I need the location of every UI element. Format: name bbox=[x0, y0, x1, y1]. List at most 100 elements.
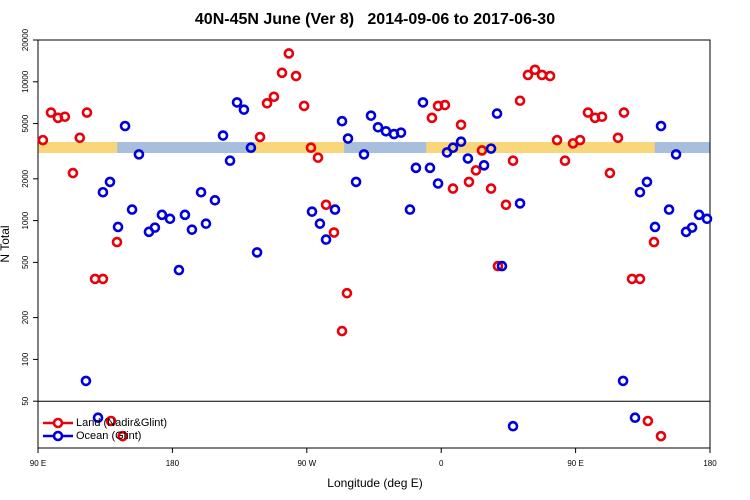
point bbox=[112, 221, 124, 233]
point bbox=[59, 111, 71, 123]
y-tick-label: 200 bbox=[21, 310, 30, 324]
ocean-band bbox=[38, 142, 710, 153]
point bbox=[485, 183, 497, 194]
point bbox=[74, 132, 86, 144]
land-band bbox=[38, 142, 118, 153]
point bbox=[306, 206, 318, 217]
point bbox=[648, 236, 660, 248]
point bbox=[97, 186, 109, 198]
point bbox=[179, 209, 191, 221]
point bbox=[358, 149, 370, 160]
point bbox=[314, 218, 326, 229]
point bbox=[209, 195, 221, 206]
point bbox=[268, 91, 280, 103]
point bbox=[642, 415, 654, 427]
point bbox=[693, 209, 705, 221]
legend-marker bbox=[52, 430, 64, 442]
point bbox=[372, 122, 384, 133]
point bbox=[617, 375, 629, 387]
point bbox=[447, 142, 459, 154]
point bbox=[641, 176, 653, 188]
y-tick-label: 100 bbox=[21, 352, 30, 366]
point bbox=[104, 176, 116, 188]
y-tick-label: 50 bbox=[21, 396, 30, 405]
point bbox=[329, 204, 341, 215]
point bbox=[544, 70, 556, 82]
point bbox=[507, 155, 519, 167]
y-tick-label: 500 bbox=[21, 255, 30, 269]
point bbox=[341, 287, 353, 299]
point bbox=[485, 143, 497, 154]
point bbox=[186, 224, 198, 235]
point bbox=[336, 325, 348, 337]
point bbox=[350, 176, 362, 188]
land-band bbox=[426, 142, 655, 153]
point bbox=[298, 100, 310, 112]
point bbox=[655, 120, 667, 132]
point bbox=[245, 142, 257, 154]
point bbox=[200, 218, 212, 229]
point bbox=[618, 107, 630, 118]
point bbox=[81, 107, 93, 118]
point bbox=[305, 142, 317, 154]
chart-title: 40N-45N June (Ver 8) 2014-09-06 to 2017-… bbox=[195, 11, 555, 28]
point bbox=[551, 134, 563, 146]
point bbox=[283, 48, 295, 59]
point bbox=[238, 104, 250, 115]
x-tick-label: 180 bbox=[703, 459, 717, 468]
x-tick-label: 90 E bbox=[30, 459, 46, 468]
point bbox=[119, 120, 131, 132]
point bbox=[426, 112, 438, 124]
point bbox=[410, 162, 422, 174]
point bbox=[634, 186, 646, 198]
point bbox=[97, 273, 109, 285]
point bbox=[365, 110, 377, 121]
point bbox=[117, 430, 128, 442]
point bbox=[156, 209, 168, 221]
point bbox=[336, 115, 348, 127]
point bbox=[492, 260, 504, 272]
point bbox=[670, 149, 682, 160]
y-tick-label: 2000 bbox=[21, 169, 30, 187]
point bbox=[529, 64, 541, 76]
x-tick-label: 90 W bbox=[297, 459, 316, 468]
point bbox=[164, 213, 176, 225]
point bbox=[655, 430, 667, 442]
point bbox=[231, 97, 243, 108]
point bbox=[404, 204, 416, 215]
point bbox=[476, 145, 488, 156]
x-tick-label: 180 bbox=[166, 459, 180, 468]
point bbox=[111, 236, 123, 248]
plot-frame bbox=[37, 39, 711, 449]
y-tick-label: 1000 bbox=[21, 211, 30, 229]
point bbox=[686, 222, 698, 233]
point bbox=[149, 222, 161, 233]
point bbox=[290, 70, 302, 82]
point bbox=[507, 420, 519, 432]
point bbox=[432, 178, 444, 189]
point bbox=[251, 247, 263, 258]
point bbox=[470, 165, 482, 176]
point bbox=[596, 111, 608, 123]
point bbox=[320, 234, 332, 245]
point bbox=[126, 204, 138, 215]
point bbox=[254, 131, 266, 143]
legend-label: Land (Nadir&Glint) bbox=[76, 417, 167, 429]
point bbox=[478, 160, 490, 171]
point bbox=[514, 95, 526, 107]
point bbox=[462, 153, 474, 164]
point bbox=[67, 167, 79, 179]
y-tick-label: 5000 bbox=[21, 114, 30, 132]
point bbox=[173, 264, 185, 276]
x-axis-label: Longitude (deg E) bbox=[327, 476, 422, 490]
point bbox=[701, 213, 713, 225]
point bbox=[500, 199, 512, 211]
y-tick-label: 10000 bbox=[21, 70, 30, 93]
point bbox=[663, 204, 675, 215]
y-axis-label: N Total bbox=[0, 225, 12, 262]
point bbox=[45, 107, 57, 118]
point bbox=[105, 415, 117, 427]
point bbox=[574, 134, 586, 146]
